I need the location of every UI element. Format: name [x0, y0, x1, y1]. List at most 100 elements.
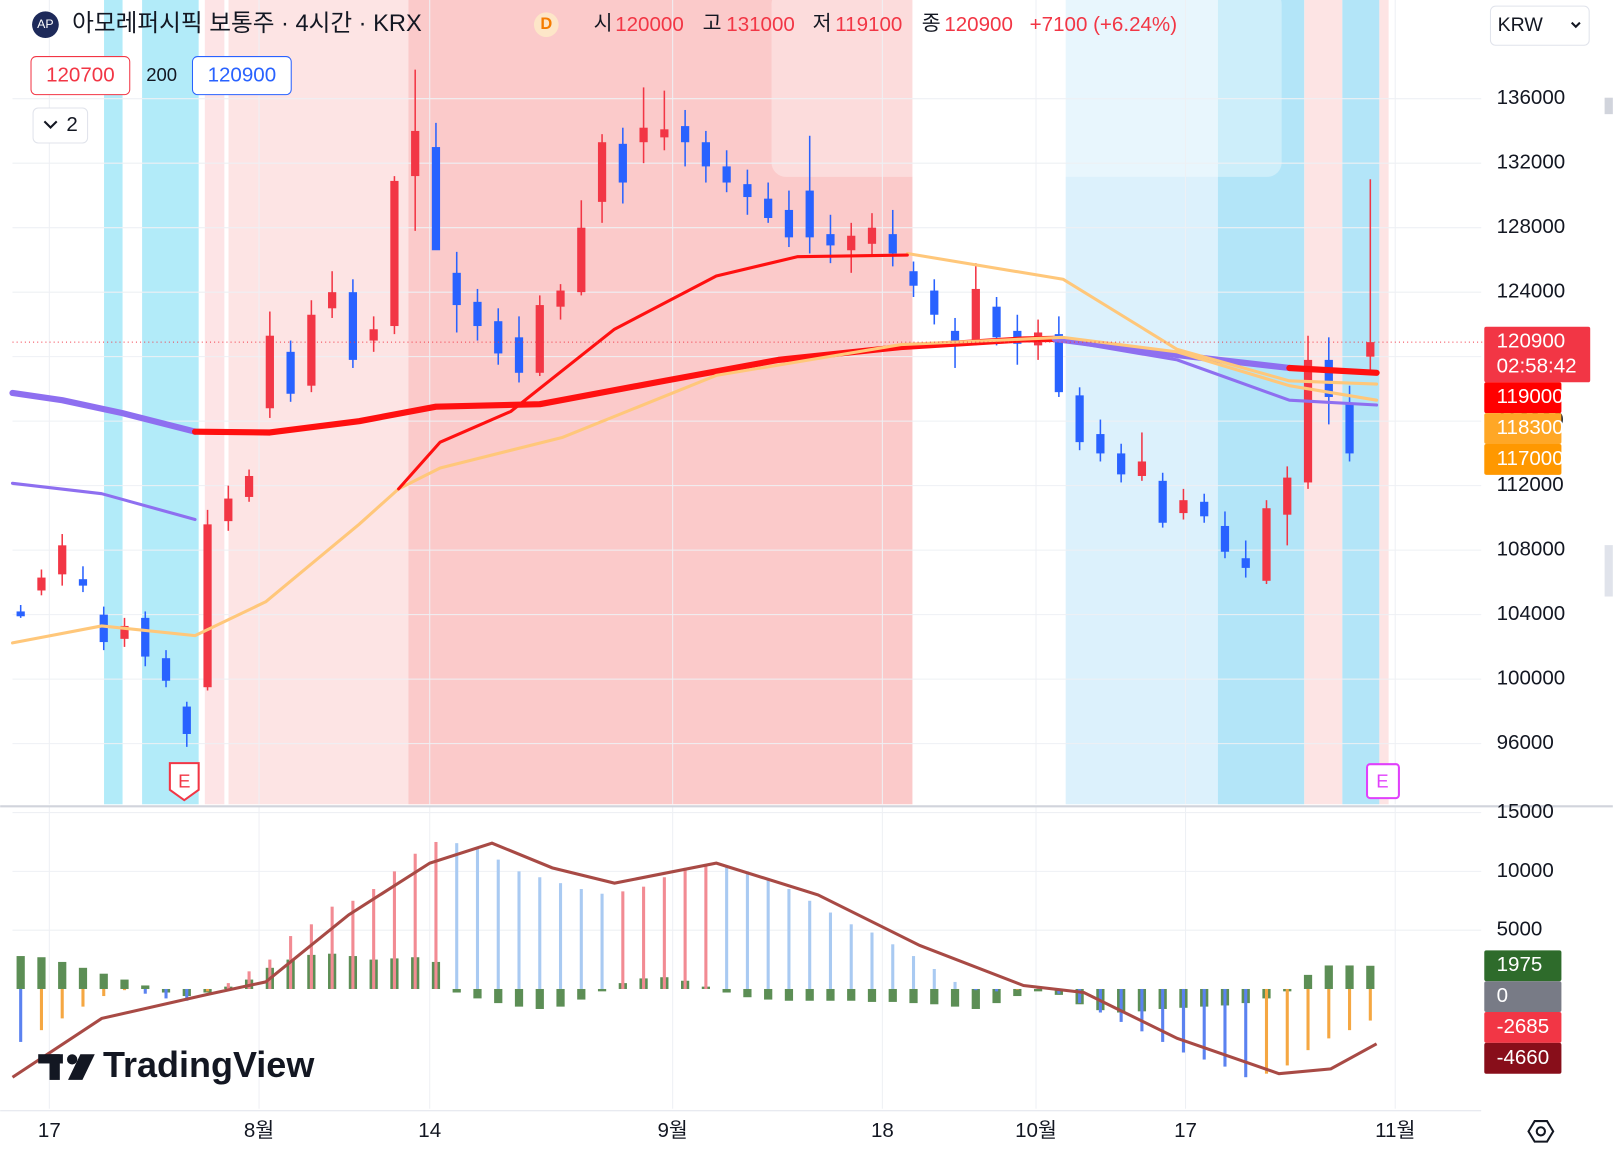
macd-bar — [226, 983, 230, 989]
ask-box[interactable] — [191, 56, 292, 96]
histogram-bar — [1013, 988, 1022, 997]
event-marker-text[interactable]: E — [178, 771, 190, 792]
spread: 200 — [146, 64, 177, 85]
y-tick-label: 100000 — [1497, 667, 1566, 690]
histogram-bar — [494, 988, 503, 1004]
candle-body — [701, 142, 710, 167]
candle-body — [37, 577, 46, 591]
y-tick-label: 15000 — [1497, 800, 1554, 823]
plot — [9, 69, 1485, 1079]
macd-bar — [1057, 988, 1061, 994]
collapse-count[interactable]: 2 — [66, 113, 77, 136]
event-marker-text[interactable]: E — [1376, 771, 1388, 792]
candle-body — [1283, 477, 1292, 515]
y-tick-label: 112000 — [1497, 473, 1564, 496]
macd-bar — [870, 932, 874, 989]
macd-bar — [19, 988, 23, 1042]
y-tick-label: 5000 — [1497, 918, 1543, 941]
symbol-title: 아모레퍼시픽 보통주 · 4시간 · KRX — [72, 10, 422, 37]
histogram-bar — [58, 961, 67, 989]
bid[interactable]: 120700 — [46, 64, 115, 87]
histogram-bar — [826, 988, 835, 1001]
macd-bar — [247, 971, 251, 989]
chevron — [1570, 21, 1581, 29]
candle-body — [328, 292, 337, 309]
macd-bar — [600, 893, 604, 989]
macd-bar — [558, 883, 563, 989]
histogram-bar — [120, 979, 129, 989]
price-label-box — [1484, 326, 1591, 383]
histogram-bar — [1345, 965, 1354, 989]
settings-shape[interactable] — [1535, 1126, 1546, 1137]
candle-body — [141, 617, 150, 657]
macd-bar — [828, 912, 833, 989]
candle-body — [452, 272, 461, 306]
macd-bar — [1327, 988, 1331, 1039]
band — [1065, 0, 1218, 805]
macd-bar — [206, 988, 210, 992]
candle-body — [244, 475, 254, 497]
macd-bar — [81, 988, 85, 1007]
macd-bar — [1119, 988, 1123, 1022]
candle-body — [909, 271, 918, 286]
logo-part — [67, 1054, 78, 1065]
candle-body — [535, 305, 544, 373]
macd-bar — [1140, 988, 1144, 1032]
candle-body — [161, 658, 171, 681]
candle-body — [805, 190, 814, 238]
currency-select[interactable] — [1489, 5, 1590, 46]
macd-bar — [974, 988, 978, 991]
moving-average — [9, 389, 199, 435]
histogram-bar — [764, 988, 773, 1000]
currency[interactable]: KRW — [1498, 14, 1544, 36]
ohlc-label: 종 — [922, 12, 941, 35]
bid-box[interactable] — [30, 56, 131, 96]
moving-average — [905, 251, 1379, 386]
settings-icon[interactable] — [1527, 1120, 1555, 1143]
candle-body — [390, 180, 399, 327]
scroll-mark — [1604, 545, 1613, 597]
ask[interactable]: 120900 — [208, 64, 277, 87]
macd-bar — [538, 877, 542, 989]
settings-shape[interactable] — [1527, 1120, 1555, 1143]
x-tick-label: 9월 — [657, 1119, 687, 1142]
candle-body — [577, 227, 586, 293]
candle-body — [888, 234, 897, 254]
macd-bar — [953, 981, 957, 989]
ohlc-value: 131000 — [726, 13, 795, 36]
price-label-box — [1484, 981, 1562, 1013]
macd-bar — [434, 841, 438, 989]
candle-body — [1179, 500, 1188, 514]
histogram-bar — [743, 988, 752, 998]
candle-body — [764, 198, 773, 219]
candle-body — [348, 292, 358, 360]
signal-line — [11, 841, 1378, 1079]
y-tick-label: 10000 — [1497, 859, 1554, 882]
candle-body — [99, 614, 108, 643]
candle-body — [1241, 558, 1250, 568]
price-label: 117000 — [1497, 447, 1564, 470]
ohlc-label: 시 — [594, 12, 613, 35]
candle-body — [1220, 525, 1230, 552]
histogram-bar — [37, 957, 46, 989]
y-tick-label: 132000 — [1497, 151, 1566, 174]
histogram-bar — [909, 988, 918, 1004]
collapse-button[interactable] — [32, 107, 89, 144]
macd-bar — [932, 968, 936, 989]
event-marker[interactable] — [168, 762, 200, 802]
badge-text: D — [540, 15, 552, 33]
candle-body — [660, 129, 669, 138]
background-bands — [104, 0, 1389, 805]
macd-bar — [164, 988, 168, 999]
x-tick-label: 17 — [1174, 1119, 1197, 1142]
histogram-bar — [971, 988, 980, 1009]
change: +7100 (+6.24%) — [1030, 13, 1177, 36]
event-marker[interactable] — [1366, 763, 1400, 800]
price-label: 1975 — [1497, 953, 1543, 976]
badge — [533, 12, 559, 38]
price-label-box — [1484, 1042, 1562, 1074]
macd-bar — [1368, 988, 1372, 1021]
moving-average — [10, 335, 1379, 645]
